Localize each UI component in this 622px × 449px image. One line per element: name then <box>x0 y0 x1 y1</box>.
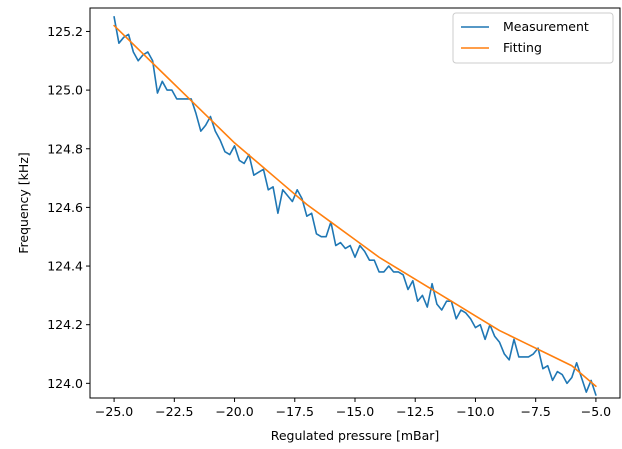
axes-frame <box>89 7 621 399</box>
x-tick-label: −17.5 <box>276 404 314 419</box>
plot-area <box>90 8 620 398</box>
x-tick-label: −10.0 <box>456 404 494 419</box>
y-tick-label: 125.2 <box>47 24 83 39</box>
x-tick-label: −12.5 <box>396 404 434 419</box>
y-tick-label: 124.4 <box>47 259 83 274</box>
x-axis-ticks: −25.0 −22.5 −20.0 −17.5 −15.0 −12.5 −10.0 −7.5 −… <box>95 398 611 419</box>
legend: Measurement Fitting <box>452 12 614 64</box>
x-tick-label: −15.0 <box>336 404 374 419</box>
x-axis-title: Regulated pressure [mBar] <box>271 428 440 443</box>
x-tick-label: −25.0 <box>95 404 133 419</box>
y-tick-label: 124.8 <box>47 141 83 156</box>
y-tick-label: 125.0 <box>47 83 83 98</box>
y-tick-label: 124.0 <box>47 376 83 391</box>
y-tick-label: 124.2 <box>47 317 83 332</box>
x-tick-label: −22.5 <box>155 404 193 419</box>
legend-box <box>452 12 614 64</box>
series-line-fitting <box>113 24 597 388</box>
legend-label-measurement: Measurement <box>503 19 589 34</box>
y-axis-title: Frequency [kHz] <box>16 152 31 254</box>
x-tick-label: −7.5 <box>521 404 551 419</box>
legend-label-fitting: Fitting <box>503 40 542 55</box>
series-layer <box>113 15 597 396</box>
series-line-measurement <box>113 15 597 396</box>
y-tick-label: 124.6 <box>47 200 83 215</box>
x-tick-label: −20.0 <box>215 404 253 419</box>
x-tick-label: −5.0 <box>581 404 611 419</box>
y-axis-ticks: 124.0 124.2 124.4 124.6 124.8 125.0 125.2 <box>47 24 90 391</box>
